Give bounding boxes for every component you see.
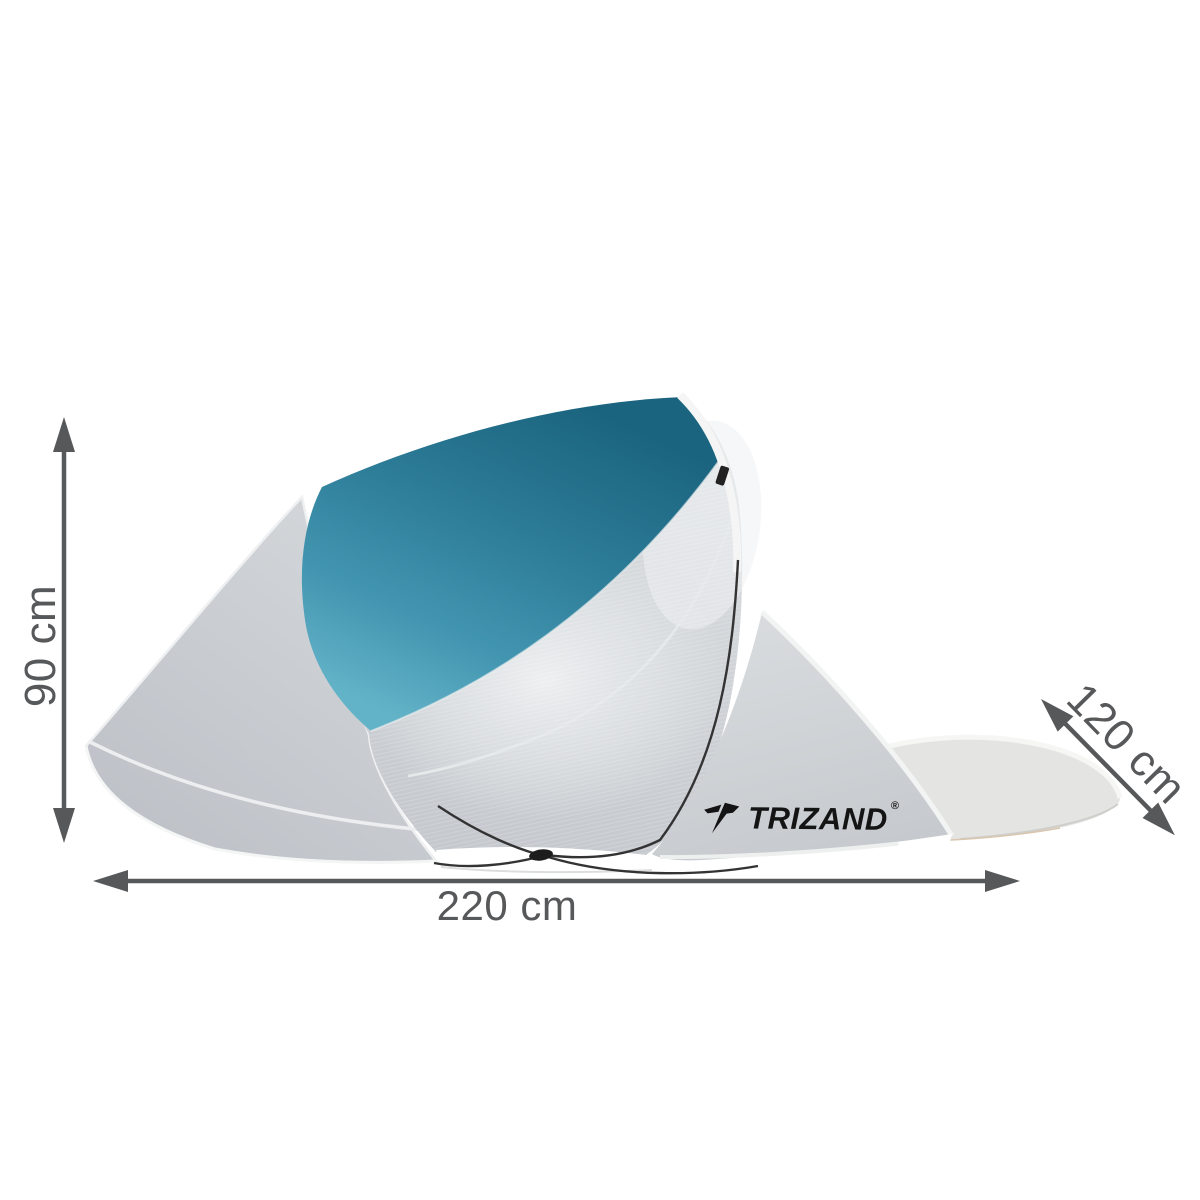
height-dimension-arrow <box>53 417 75 843</box>
canopy-strap-tab <box>715 465 730 486</box>
depth-dimension-arrow <box>1041 699 1175 836</box>
brand-name: TRIZAND <box>747 799 888 837</box>
pole-cross-connector <box>529 849 553 861</box>
width-dimension-arrow <box>93 870 1020 892</box>
height-dimension-label: 90 cm <box>16 584 65 708</box>
registered-trademark-mark: ® <box>890 799 900 813</box>
brand-logo: TRIZAND ® <box>703 798 899 838</box>
tent-poles <box>433 559 759 875</box>
width-dimension-label: 220 cm <box>436 882 578 929</box>
dimension-arrows <box>53 417 1175 892</box>
tent-canopy <box>301 392 762 855</box>
trizand-logo-icon <box>704 802 740 834</box>
